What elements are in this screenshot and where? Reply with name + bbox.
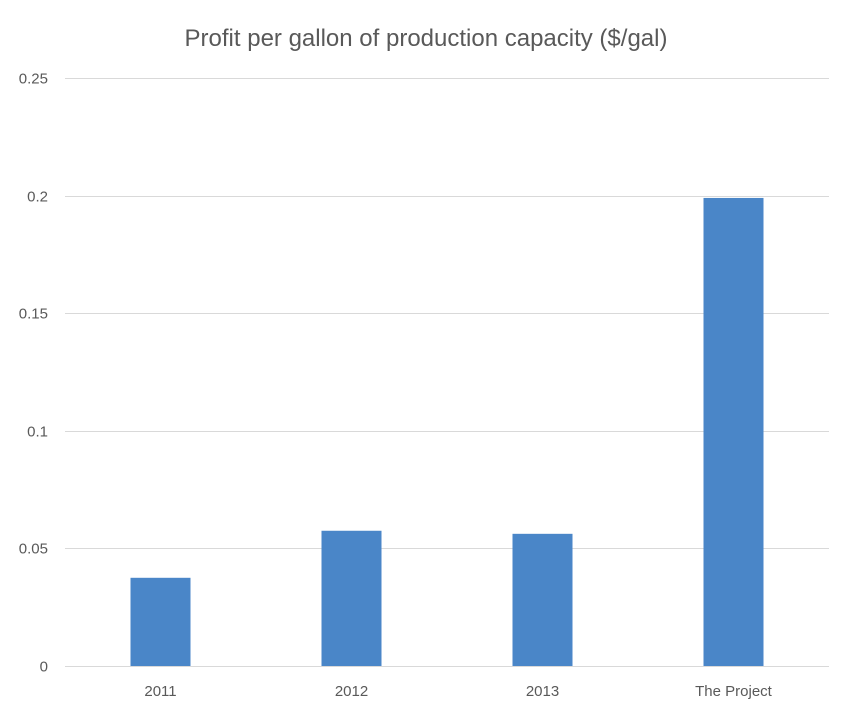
y-tick-label: 0.25 [19,71,48,88]
bars [130,197,764,666]
bar-2013 [512,533,573,666]
bar-the-project [703,197,764,666]
x-tick-label: 2012 [335,683,368,700]
bar-2012 [321,530,382,666]
y-tick-label: 0.15 [19,306,48,323]
x-tick-label: 2011 [144,683,176,700]
x-tick-label: The Project [695,683,773,700]
chart-title: Profit per gallon of production capacity… [185,25,668,52]
bar-2011 [130,577,191,666]
y-axis-tick-labels: 0 0.05 0.1 0.15 0.2 0.25 [19,71,48,676]
y-tick-label: 0.05 [19,541,48,558]
x-axis-tick-labels: 2011 2012 2013 The Project [144,683,772,700]
gridlines [65,78,829,549]
y-tick-label: 0 [40,659,48,676]
x-tick-label: 2013 [526,683,559,700]
y-tick-label: 0.1 [27,424,48,441]
y-tick-label: 0.2 [27,189,48,206]
